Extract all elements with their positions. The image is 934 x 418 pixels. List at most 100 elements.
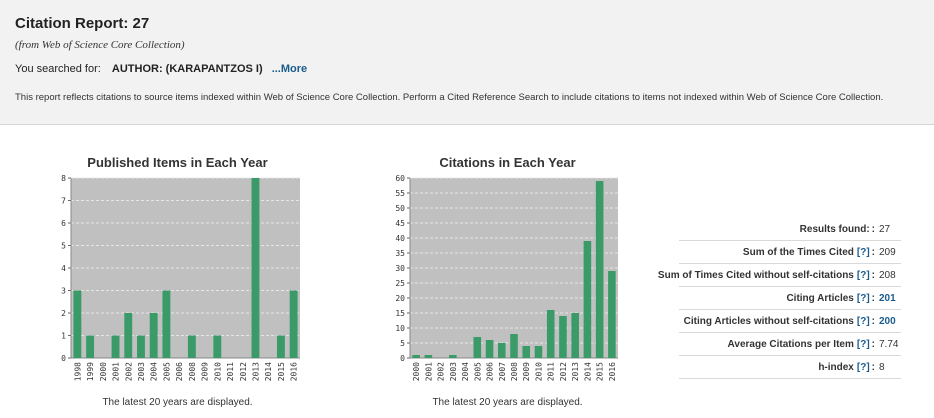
- y-tick-label: 8: [61, 174, 66, 183]
- y-tick-label: 50: [395, 204, 405, 213]
- bar: [559, 316, 567, 358]
- x-tick-label: 2016: [608, 362, 617, 381]
- help-link[interactable]: [?]: [856, 338, 870, 350]
- x-tick-label: 2002: [124, 362, 133, 381]
- stat-value[interactable]: 200: [879, 315, 896, 327]
- stat-row: Citing Articles without self-citations [?…: [679, 310, 901, 333]
- bar: [73, 290, 82, 358]
- x-tick-label: 2013: [251, 362, 260, 381]
- stat-value: 208: [879, 269, 896, 281]
- bar: [497, 343, 506, 358]
- y-tick-label: 0: [61, 354, 66, 363]
- y-tick-label: 60: [395, 174, 405, 183]
- more-link[interactable]: ...More: [271, 63, 308, 75]
- bar: [473, 337, 482, 358]
- y-tick-label: 3: [61, 287, 66, 296]
- stat-colon: :: [871, 246, 875, 258]
- x-tick-label: 2003: [137, 362, 146, 381]
- bar: [251, 178, 260, 358]
- bar: [213, 335, 222, 358]
- published-chart-title: Published Items in Each Year: [87, 155, 268, 170]
- x-tick-label: 2016: [290, 362, 299, 381]
- bar: [485, 340, 494, 358]
- stat-row: Results found::27: [679, 218, 901, 241]
- report-body: Published Items in Each Year 0 1 2 3 4 5 6 7 8 19…: [0, 125, 934, 418]
- help-link[interactable]: [?]: [856, 292, 870, 304]
- plot-area: [71, 178, 300, 358]
- help-link[interactable]: [?]: [856, 269, 870, 281]
- x-tick-label: 2002: [437, 362, 446, 381]
- stat-label: Citing Articles without self-citations: [683, 315, 854, 327]
- x-tick-label: 2000: [99, 362, 108, 381]
- stat-colon: :: [871, 338, 875, 350]
- x-tick-label: 2013: [571, 362, 580, 381]
- bar: [111, 335, 120, 358]
- y-tick-label: 0: [400, 354, 405, 363]
- y-tick-label: 5: [400, 339, 405, 348]
- stat-row: Sum of Times Cited without self-citation…: [658, 264, 901, 287]
- y-tick-label: 40: [395, 234, 405, 243]
- help-link[interactable]: [?]: [856, 315, 870, 327]
- stat-colon: :: [871, 361, 875, 373]
- page-subtitle: (from Web of Science Core Collection): [15, 39, 185, 51]
- bar: [187, 335, 196, 358]
- x-tick-label: 2008: [188, 362, 197, 381]
- x-tick-label: 2008: [510, 362, 519, 381]
- stat-label: Average Citations per Item: [727, 338, 854, 350]
- x-tick-label: 2015: [277, 362, 286, 381]
- bar: [276, 335, 285, 358]
- x-tick-label: 2006: [486, 362, 495, 381]
- x-tick-label: 2003: [449, 362, 458, 381]
- x-tick-label: 2006: [175, 362, 184, 381]
- citations-chart-title: Citations in Each Year: [439, 155, 576, 170]
- stat-label: Citing Articles: [786, 292, 854, 304]
- help-link[interactable]: [?]: [856, 246, 870, 258]
- bar: [86, 335, 95, 358]
- stat-row: Sum of the Times Cited [?]:209: [679, 241, 901, 264]
- stat-value: 7.74: [879, 338, 899, 350]
- stat-label: Sum of the Times Cited: [742, 246, 854, 258]
- x-tick-label: 2000: [412, 362, 421, 381]
- x-tick-label: 2012: [239, 362, 248, 381]
- x-tick-label: 2010: [534, 362, 543, 381]
- bar: [124, 313, 133, 358]
- report-header: Citation Report: 27 (from Web of Science…: [0, 0, 934, 125]
- x-tick-label: 2012: [559, 362, 568, 381]
- x-tick-label: 2009: [201, 362, 210, 381]
- stat-label: Sum of Times Cited without self-citation…: [657, 269, 854, 281]
- x-tick-label: 2004: [150, 362, 159, 381]
- searched-label: You searched for:: [15, 63, 101, 75]
- stat-value: 8: [879, 361, 885, 373]
- x-tick-label: 2011: [226, 362, 235, 381]
- stat-value[interactable]: 201: [879, 292, 896, 304]
- y-tick-label: 45: [395, 219, 405, 228]
- y-tick-label: 15: [395, 309, 405, 318]
- x-tick-label: 2007: [498, 362, 507, 381]
- stat-row: Citing Articles [?]:201: [679, 287, 901, 310]
- help-link[interactable]: [?]: [856, 361, 870, 373]
- x-tick-label: 2001: [112, 362, 121, 381]
- stat-colon: :: [871, 315, 875, 327]
- y-tick-label: 10: [395, 324, 405, 333]
- bar: [149, 313, 158, 358]
- stats-panel: Results found::27 Sum of the Times Cited[…: [658, 218, 901, 379]
- y-tick-label: 35: [395, 249, 405, 258]
- stat-value: 27: [879, 223, 891, 235]
- y-tick-label: 6: [61, 219, 66, 228]
- bar: [449, 355, 457, 358]
- y-tick-label: 1: [61, 332, 66, 341]
- bar: [510, 334, 518, 358]
- x-tick-label: 2001: [424, 362, 433, 381]
- y-tick-label: 20: [395, 294, 405, 303]
- stat-value: 209: [879, 246, 896, 258]
- bar: [289, 290, 298, 358]
- x-tick-label: 2011: [547, 362, 556, 381]
- y-tick-label: 4: [61, 264, 66, 273]
- citations-chart: 0 5 10 15 20 25 30 35 40 45 50 55 60 2000 2001 2002 2003…: [395, 174, 618, 381]
- search-query: AUTHOR: (KARAPANTZOS I): [111, 63, 263, 75]
- bar: [583, 241, 592, 358]
- x-tick-label: 2009: [522, 362, 531, 381]
- bar: [424, 355, 433, 358]
- page-title: Citation Report: 27: [15, 15, 150, 32]
- bar: [534, 346, 543, 358]
